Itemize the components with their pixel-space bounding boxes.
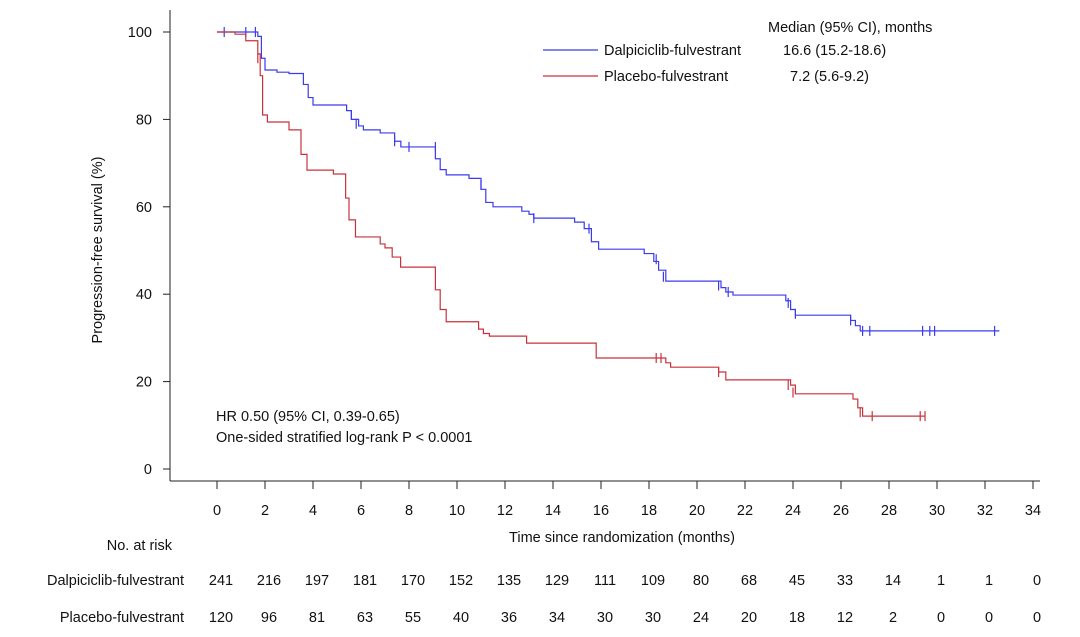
y-tick-label: 40 — [136, 287, 152, 303]
risk-count: 1 — [985, 573, 993, 589]
x-tick-label: 10 — [449, 503, 465, 519]
risk-row-label: Placebo-fulvestrant — [60, 610, 184, 626]
y-axis-label: Progression-free survival (%) — [90, 157, 106, 344]
x-tick-label: 28 — [881, 503, 897, 519]
km-curve-1 — [217, 31, 925, 417]
risk-count: 111 — [594, 573, 616, 589]
x-tick-label: 24 — [785, 503, 801, 519]
y-tick-label: 60 — [136, 200, 152, 216]
x-tick-label: 16 — [593, 503, 609, 519]
x-tick-label: 30 — [929, 503, 945, 519]
risk-count: 96 — [261, 610, 277, 626]
x-tick-label: 20 — [689, 503, 705, 519]
risk-count: 30 — [645, 610, 661, 626]
x-tick-label: 18 — [641, 503, 657, 519]
risk-count: 170 — [401, 573, 425, 589]
risk-count: 197 — [305, 573, 329, 589]
x-tick-label: 22 — [737, 503, 753, 519]
risk-count: 0 — [985, 610, 993, 626]
risk-table-title: No. at risk — [107, 538, 173, 554]
y-tick-label: 0 — [144, 462, 152, 478]
legend: Dalpiciclib-fulvestrant 16.6 (15.2-18.6) P… — [543, 43, 886, 85]
risk-count: 63 — [357, 610, 373, 626]
risk-count: 216 — [257, 573, 281, 589]
x-tick-label: 0 — [213, 503, 221, 519]
risk-count: 80 — [693, 573, 709, 589]
risk-count: 33 — [837, 573, 853, 589]
risk-table: Dalpiciclib-fulvestrant 241 216 197 181 170 15… — [47, 573, 1041, 626]
risk-count: 181 — [353, 573, 377, 589]
legend-label: Placebo-fulvestrant — [604, 69, 728, 85]
risk-count: 120 — [209, 610, 233, 626]
y-tick-label: 20 — [136, 375, 152, 391]
km-curve-0 — [217, 31, 1000, 332]
risk-count: 55 — [405, 610, 421, 626]
risk-count: 0 — [1033, 610, 1041, 626]
p-value-annotation: One-sided stratified log-rank P < 0.0001 — [216, 430, 472, 446]
risk-count: 45 — [789, 573, 805, 589]
x-tick-label: 4 — [309, 503, 317, 519]
x-tick-label: 32 — [977, 503, 993, 519]
risk-count: 0 — [937, 610, 945, 626]
risk-count: 12 — [837, 610, 853, 626]
legend-median: 7.2 (5.6-9.2) — [790, 69, 869, 85]
risk-count: 129 — [545, 573, 569, 589]
risk-count: 18 — [789, 610, 805, 626]
hazard-ratio-annotation: HR 0.50 (95% CI, 0.39-0.65) — [216, 409, 400, 425]
risk-count: 152 — [449, 573, 473, 589]
risk-count: 241 — [209, 573, 233, 589]
risk-count: 40 — [453, 610, 469, 626]
risk-count: 2 — [889, 610, 897, 626]
risk-row-label: Dalpiciclib-fulvestrant — [47, 573, 184, 589]
legend-median: 16.6 (15.2-18.6) — [783, 43, 886, 59]
x-tick-label: 12 — [497, 503, 513, 519]
risk-count: 14 — [885, 573, 901, 589]
risk-count: 20 — [741, 610, 757, 626]
risk-count: 24 — [693, 610, 709, 626]
x-tick-label: 2 — [261, 503, 269, 519]
x-tick-label: 6 — [357, 503, 365, 519]
curves — [217, 27, 1000, 422]
risk-count: 81 — [309, 610, 325, 626]
risk-count: 109 — [641, 573, 665, 589]
x-tick-label: 8 — [405, 503, 413, 519]
legend-title: Median (95% CI), months — [768, 20, 932, 36]
x-tick-label: 14 — [545, 503, 561, 519]
risk-count: 135 — [497, 573, 521, 589]
y-tick-label: 100 — [128, 25, 152, 41]
x-axis-label: Time since randomization (months) — [509, 530, 735, 546]
y-tick-label: 80 — [136, 112, 152, 128]
x-tick-label: 26 — [833, 503, 849, 519]
risk-count: 0 — [1033, 573, 1041, 589]
risk-count: 34 — [549, 610, 565, 626]
risk-count: 30 — [597, 610, 613, 626]
legend-label: Dalpiciclib-fulvestrant — [604, 43, 741, 59]
risk-count: 1 — [937, 573, 945, 589]
risk-count: 68 — [741, 573, 757, 589]
risk-count: 36 — [501, 610, 517, 626]
x-tick-label: 34 — [1025, 503, 1041, 519]
